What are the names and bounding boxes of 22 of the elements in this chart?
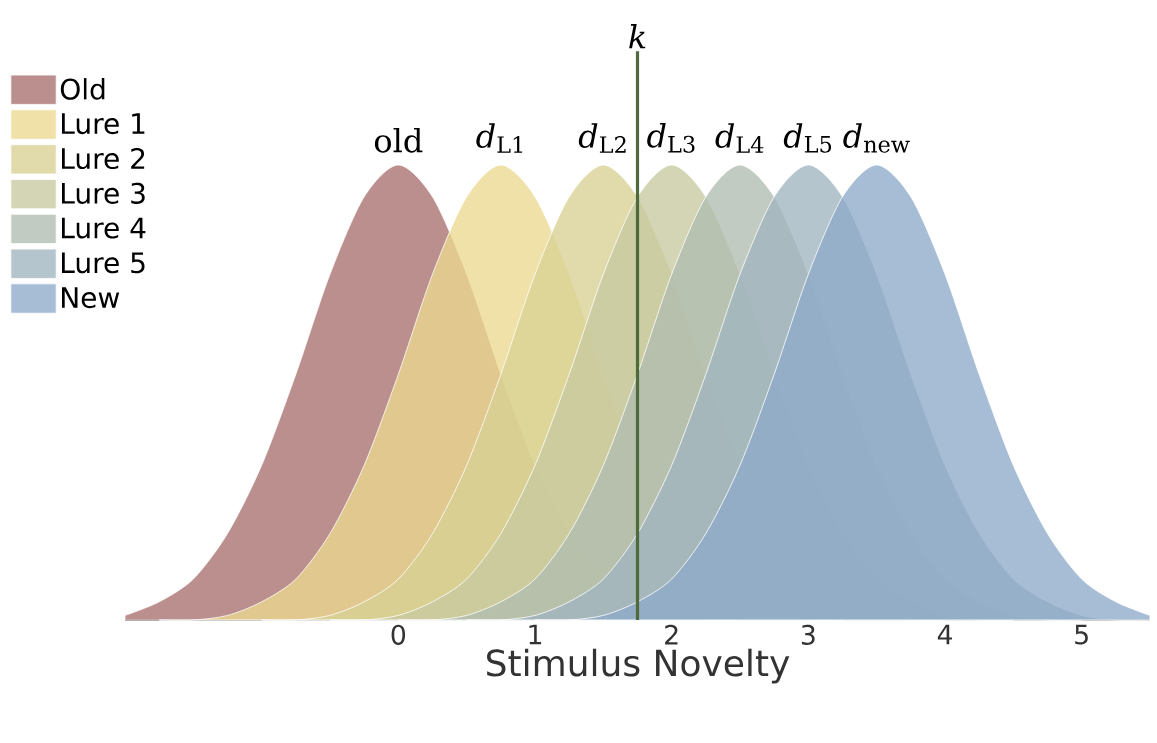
annotation: d$_{L1}$ <box>476 123 523 153</box>
ref-line-label: k <box>629 24 646 49</box>
x-tick-label: 1 <box>529 624 542 645</box>
x-axis-title: Stimulus Novelty <box>487 648 790 684</box>
legend-label: Lure 3 <box>62 182 145 204</box>
legend-label: Lure 5 <box>62 252 145 274</box>
legend-label: Old <box>60 78 105 100</box>
annotation: d$_{new}$ <box>843 123 910 153</box>
annotation: d$_{L5}$ <box>783 123 832 153</box>
legend-label: Lure 2 <box>62 147 145 170</box>
x-tick-label: 4 <box>937 624 952 645</box>
x-tick-label: 2 <box>665 624 678 645</box>
annotation: old <box>374 127 423 153</box>
x-tick-label: 3 <box>801 624 815 645</box>
legend-label: Lure 4 <box>62 217 146 239</box>
x-tick-label: 0 <box>391 624 406 645</box>
annotation: d$_{L4}$ <box>715 123 764 153</box>
x-tick-label: 5 <box>1075 624 1088 645</box>
annotation: d$_{L3}$ <box>647 122 695 153</box>
annotation: d$_{L2}$ <box>578 123 626 153</box>
legend-label: New <box>62 287 120 309</box>
legend-label: Lure 1 <box>62 113 145 135</box>
